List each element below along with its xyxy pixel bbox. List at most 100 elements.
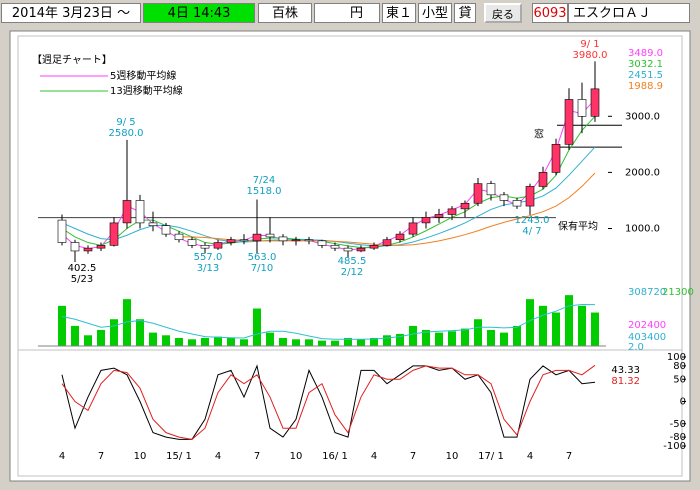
- candle-body: [161, 225, 171, 235]
- x-tick-label: 7: [566, 451, 572, 462]
- volume-bar: [214, 336, 222, 346]
- annotation-date: 9/ 5: [116, 117, 135, 128]
- last-value-label: 3489.0: [628, 48, 663, 59]
- annotation-value: 3980.0: [573, 50, 608, 61]
- candle-body: [577, 99, 587, 117]
- candle-body: [265, 233, 275, 238]
- volume-bar: [240, 339, 248, 346]
- candle-body: [343, 247, 353, 252]
- date-field[interactable]: 2014年 3月23日 ～: [1, 3, 141, 23]
- currency-select[interactable]: 円: [314, 3, 380, 23]
- stoch-tick-label: 50: [673, 374, 686, 385]
- annotation-value: 2580.0: [109, 128, 144, 139]
- volume-bar: [162, 335, 170, 346]
- volume-bar: [305, 339, 313, 346]
- candle-body: [239, 239, 249, 242]
- chart-inner-frame: [17, 35, 683, 477]
- volume-bar: [266, 332, 274, 346]
- x-tick-label: 4: [371, 451, 377, 462]
- volume-bar: [539, 305, 547, 346]
- volume-bar: [513, 325, 521, 346]
- back-button[interactable]: 戻る: [484, 3, 522, 23]
- candle-body: [317, 240, 327, 246]
- x-tick-label: 10: [134, 451, 147, 462]
- candle-body: [512, 200, 522, 207]
- candle-body: [213, 242, 223, 249]
- annotation-value: 402.5: [68, 263, 97, 274]
- candle-body: [525, 186, 535, 207]
- volume-bar: [552, 312, 560, 346]
- candle-body: [395, 233, 405, 241]
- annotation-date: 4/ 7: [522, 226, 541, 237]
- candle-body: [226, 239, 236, 243]
- candle-body: [83, 247, 93, 252]
- volume-bar: [123, 299, 131, 346]
- candle-body: [369, 245, 379, 249]
- candle-body: [200, 245, 210, 249]
- candle-body: [109, 222, 119, 246]
- annotation-value: 485.5: [338, 256, 367, 267]
- volume-bar: [149, 332, 157, 346]
- candle-body: [57, 219, 67, 243]
- legend-label: 13週移動平均線: [110, 84, 183, 97]
- volume-label: 202400: [628, 320, 666, 331]
- volume-bar: [487, 329, 495, 346]
- candle-body: [96, 245, 106, 249]
- holding-average-label: 保有平均: [558, 220, 598, 233]
- candle-body: [551, 144, 561, 173]
- annotation-date: 5/23: [71, 274, 93, 285]
- candle-body: [122, 200, 132, 224]
- volume-bar: [370, 337, 378, 346]
- candle-body: [408, 222, 418, 235]
- volume-bar: [565, 295, 573, 346]
- volume-bar: [253, 308, 261, 346]
- y-tick-label: 1000.0: [625, 224, 660, 235]
- chart-frame: [9, 30, 691, 482]
- candle-body: [252, 233, 262, 242]
- candle-body: [447, 208, 457, 215]
- volume-bar: [175, 337, 183, 346]
- volume-bar: [422, 329, 430, 346]
- volume-bar: [97, 329, 105, 346]
- volume-bar: [279, 337, 287, 346]
- volume-bar: [591, 312, 599, 346]
- volume-bar: [344, 337, 352, 346]
- volume-average: [61, 304, 596, 340]
- stoch-last-label: 43.33: [611, 365, 640, 376]
- candle-body: [291, 239, 301, 242]
- x-tick-label: 10: [290, 451, 303, 462]
- volume-bar: [578, 305, 586, 346]
- candle-body: [499, 194, 509, 201]
- gap-label: 窓: [534, 127, 544, 140]
- x-tick-label: 4: [527, 451, 533, 462]
- volume-bar: [201, 337, 209, 346]
- annotation-value: 557.0: [194, 252, 223, 263]
- annotation-value: 1518.0: [247, 186, 282, 197]
- stock-name: エスクロＡＪ: [568, 3, 690, 23]
- last-value-label: 1988.9: [628, 81, 663, 92]
- volume-bar: [383, 335, 391, 346]
- volume-bar: [227, 337, 235, 346]
- annotation-value: 563.0: [248, 252, 277, 263]
- market: 東１: [382, 3, 416, 23]
- toolbar: 2014年 3月23日 ～ 4日 14:43 百株 円 東１ 小型 貸 戻る 6…: [0, 0, 700, 28]
- last-value-label: 2451.5: [628, 70, 663, 81]
- candle-body: [434, 214, 444, 218]
- volume-bar: [110, 319, 118, 346]
- stoch-last-label: 81.32: [611, 376, 640, 387]
- volume-bar: [188, 339, 196, 346]
- candle-body: [382, 239, 392, 246]
- annotation-date: 7/10: [251, 263, 273, 274]
- annotation-value: 1243.0: [515, 215, 550, 226]
- x-tick-label: 10: [446, 451, 459, 462]
- stoch-tick-label: -100: [663, 441, 686, 452]
- candle-body: [278, 236, 288, 242]
- candle-body: [304, 239, 314, 242]
- x-tick-label: 7: [254, 451, 260, 462]
- volume-bar: [526, 299, 534, 346]
- x-tick-label: 7: [98, 451, 104, 462]
- volume-bar: [292, 339, 300, 346]
- stoch-tick-label: 100: [667, 352, 686, 363]
